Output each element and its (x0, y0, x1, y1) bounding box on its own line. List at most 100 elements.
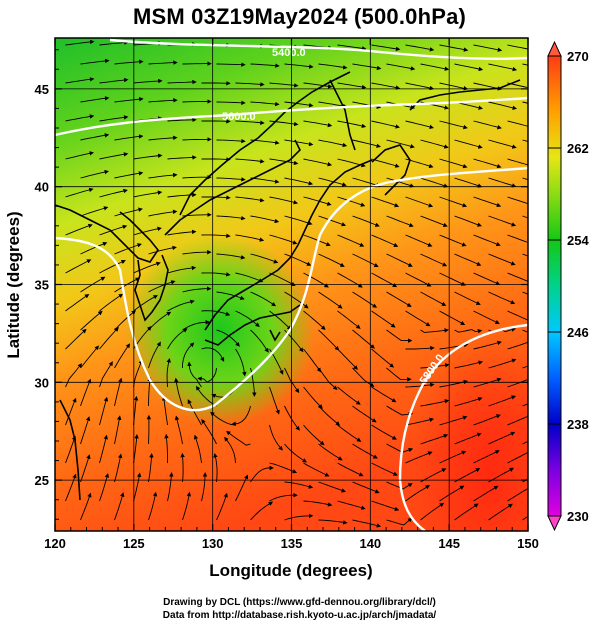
streamline-arrow (284, 443, 308, 463)
streamline-arrow (65, 223, 93, 236)
streamline-arrow (133, 78, 163, 84)
streamline-arrow (99, 152, 129, 160)
streamline-arrow (99, 396, 109, 426)
plot-area: 5400.0 5600.0 5800.0 (55, 38, 528, 531)
streamline-arrow (269, 424, 283, 451)
x-axis-title: Longitude (degrees) (209, 561, 372, 580)
streamline-arrow (439, 44, 469, 52)
streamline-arrow (201, 157, 231, 162)
streamline-arrow (420, 399, 450, 407)
streamline-arrow (99, 188, 128, 198)
streamline-arrow (114, 59, 144, 65)
streamline-arrow (522, 440, 528, 445)
streamline-arrow (80, 96, 110, 103)
streamline-arrow (216, 177, 246, 182)
streamline-arrow (488, 101, 517, 110)
streamline-arrow (371, 120, 400, 129)
streamline-arrow (65, 114, 95, 122)
streamline-arrow (473, 234, 501, 247)
streamline-arrow (167, 79, 197, 85)
streamline-arrow (197, 367, 217, 383)
streamline-arrow (148, 60, 178, 65)
streamline-arrow (473, 120, 502, 130)
streamline-arrow (507, 310, 528, 321)
streamline-arrow (507, 272, 528, 282)
x-axis: 120 125 130 135 140 145 150 (44, 38, 539, 551)
streamline-arrow (405, 120, 434, 130)
streamline-arrow (522, 139, 528, 142)
streamline-arrow (269, 386, 280, 415)
streamline-arrow (284, 101, 314, 108)
streamline-arrow (114, 134, 144, 141)
streamline-arrow (148, 280, 176, 293)
streamline-arrow (114, 453, 123, 483)
streamline-arrow (182, 286, 212, 293)
streamline-arrow (318, 405, 341, 426)
streamline-arrow (303, 196, 332, 206)
streamline-arrow (405, 310, 431, 327)
colorbar-tick-label: 238 (567, 417, 589, 432)
streamline-arrow (522, 63, 528, 66)
streamline-arrow (337, 196, 366, 207)
streamline-arrow (65, 328, 87, 350)
streamline-arrow (148, 98, 178, 103)
streamline-arrow (235, 120, 265, 125)
streamline-arrow (164, 433, 169, 464)
streamline-arrow (303, 120, 333, 128)
streamline-arrow (488, 358, 517, 369)
streamline-arrow (269, 234, 298, 245)
streamline-arrow (318, 443, 343, 461)
streamline-arrow (473, 44, 503, 52)
streamline-arrow (473, 196, 502, 208)
streamline-arrow (318, 367, 338, 390)
streamline-arrow (318, 481, 347, 493)
streamline-arrow (352, 215, 380, 227)
streamline-arrow (235, 158, 265, 164)
streamline-arrow (65, 397, 77, 426)
streamline-arrow (161, 395, 168, 426)
streamline-arrow (182, 137, 212, 142)
streamline-arrow (284, 481, 314, 489)
streamline-arrow (488, 139, 517, 149)
streamline-arrow (216, 291, 245, 300)
streamline-arrow (488, 503, 513, 521)
streamline-arrow (182, 320, 211, 331)
streamline-arrow (193, 434, 202, 464)
streamline-arrow (201, 419, 217, 445)
streamline-arrow (318, 139, 348, 148)
streamline-arrow (167, 117, 197, 123)
height-contours (55, 38, 528, 531)
streamline-arrow (148, 135, 178, 141)
streamline-arrow (65, 39, 95, 46)
streamline-arrow (303, 234, 331, 247)
streamline-arrow (80, 206, 109, 217)
credit-data: Data from http://database.rish.kyoto-u.a… (162, 610, 437, 621)
streamline-arrow (284, 367, 300, 394)
streamline-arrow (65, 259, 92, 274)
streamline-arrow (454, 329, 483, 334)
streamline-arrow (318, 63, 348, 70)
streamline-arrow (182, 249, 212, 255)
streamline-arrow (148, 172, 178, 179)
streamline-arrow (284, 177, 314, 186)
streamline-arrow (473, 158, 502, 169)
streamline-arrow (488, 253, 516, 266)
streamline-arrow (80, 345, 100, 369)
colorbar-tick-label: 230 (567, 509, 589, 524)
streamline-arrow (201, 310, 231, 316)
streamline-arrow (337, 310, 361, 329)
colorbar-tick-label: 246 (567, 325, 589, 340)
streamline-arrow (284, 253, 312, 266)
streamline-arrow (318, 329, 340, 351)
streamline-arrow (420, 63, 450, 71)
streamline-arrow (187, 399, 202, 426)
streamline-arrow (386, 481, 413, 490)
streamline-arrow (352, 443, 378, 459)
streamline-arrow (420, 433, 449, 445)
streamline-arrow (187, 361, 202, 388)
streamline-arrow (235, 234, 265, 242)
streamline-arrow (318, 519, 348, 525)
streamline-arrow (371, 234, 399, 247)
streamline-arrow (488, 431, 516, 445)
streamline-arrow (522, 101, 528, 104)
